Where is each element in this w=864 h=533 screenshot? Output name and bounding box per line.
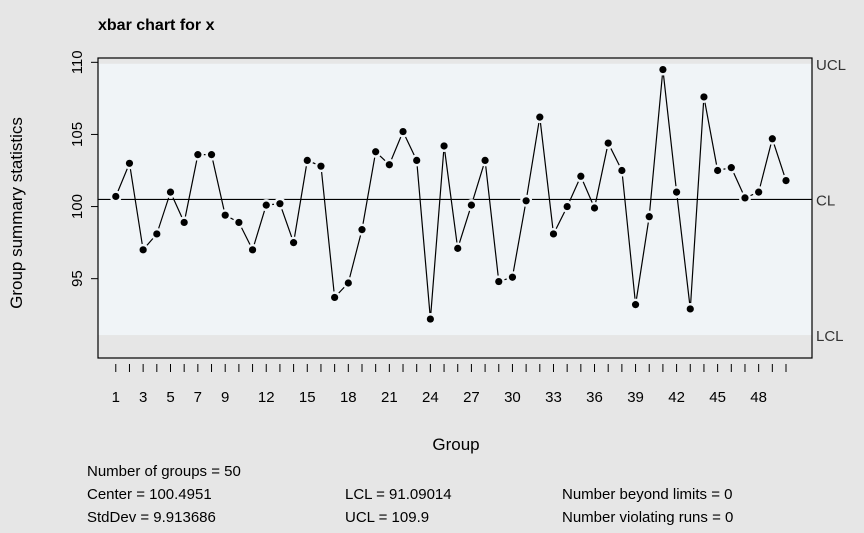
data-point [385, 161, 393, 169]
data-point [700, 93, 708, 101]
data-point [604, 139, 612, 147]
data-point [549, 230, 558, 238]
data-point [317, 162, 325, 170]
data-point [741, 194, 749, 202]
summary-violating-runs: Number violating runs = 0 [562, 509, 733, 526]
y-tick-label: 95 [69, 270, 86, 287]
data-point [577, 172, 585, 180]
y-axis-label: Group summary statistics [7, 117, 26, 309]
data-point [714, 166, 722, 175]
x-tick-label: 39 [627, 389, 644, 406]
data-point [262, 201, 270, 209]
data-point [125, 159, 134, 167]
data-point [631, 301, 640, 309]
summary-groups: Number of groups = 50 [87, 463, 241, 480]
ucl-label: UCL [816, 57, 846, 74]
data-point [454, 244, 462, 252]
data-point [440, 142, 448, 150]
data-point [727, 164, 735, 172]
x-tick-label: 9 [221, 389, 229, 406]
y-tick-label: 105 [69, 122, 86, 147]
y-tick-label: 110 [69, 50, 86, 74]
x-axis-label: Group [432, 435, 479, 454]
data-point [235, 218, 243, 227]
data-point [645, 213, 653, 221]
x-tick-label: 30 [504, 389, 521, 406]
data-point [467, 201, 476, 209]
data-point [508, 273, 517, 281]
data-point [755, 188, 763, 196]
data-point [180, 218, 188, 227]
data-point [331, 293, 339, 302]
x-tick-label: 12 [258, 389, 275, 406]
x-tick-label: 15 [299, 389, 316, 406]
data-point [413, 156, 421, 165]
x-tick-label: 18 [340, 389, 357, 406]
data-point [399, 127, 407, 136]
data-point [590, 204, 599, 212]
data-point [207, 151, 216, 159]
data-point [289, 239, 298, 247]
x-tick-label: 1 [112, 389, 120, 406]
chart-title: xbar chart for x [98, 17, 215, 34]
data-point [194, 151, 202, 159]
data-point [166, 188, 175, 196]
data-point [782, 176, 790, 185]
data-point [495, 277, 503, 286]
data-point [112, 192, 120, 201]
data-point [768, 135, 776, 143]
data-point [221, 211, 229, 219]
lcl-label: LCL [816, 328, 844, 345]
x-tick-label: 48 [750, 389, 767, 406]
data-point [344, 279, 352, 287]
x-tick-label: 27 [463, 389, 480, 406]
x-tick-label: 3 [139, 389, 147, 406]
x-tick-label: 42 [668, 389, 685, 406]
x-tick-label: 5 [166, 389, 174, 406]
data-point [358, 226, 366, 234]
plot-frame [97, 57, 813, 359]
x-tick-label: 7 [194, 389, 202, 406]
data-point [536, 113, 544, 121]
y-tick-label: 100 [69, 194, 86, 219]
data-point [276, 200, 284, 208]
data-point [426, 315, 434, 323]
cl-label: CL [816, 192, 835, 209]
x-tick-label: 33 [545, 389, 562, 406]
summary-ucl: UCL = 109.9 [345, 509, 429, 526]
summary-stddev: StdDev = 9.913686 [87, 509, 216, 526]
data-point [563, 202, 571, 211]
data-point [303, 156, 311, 165]
x-tick-label: 24 [422, 389, 439, 406]
summary-beyond-limits: Number beyond limits = 0 [562, 486, 733, 503]
data-point [248, 246, 257, 254]
data-point [522, 197, 530, 205]
data-point [481, 156, 489, 165]
summary-center: Center = 100.4951 [87, 486, 212, 503]
data-point [686, 305, 694, 313]
data-point [618, 166, 626, 175]
data-point [153, 230, 161, 238]
x-tick-label: 36 [586, 389, 603, 406]
data-point [139, 246, 147, 254]
plot-area: 95 100 105 110 1 3 5 7 9 12 15 18 21 24 27 30 33 36 39 42 45… [69, 50, 846, 406]
data-point [672, 188, 681, 196]
summary-lcl: LCL = 91.09014 [345, 486, 452, 503]
data-point [659, 65, 667, 74]
x-tick-label: 45 [709, 389, 726, 406]
x-tick-label: 21 [381, 389, 398, 406]
data-point [372, 148, 380, 156]
